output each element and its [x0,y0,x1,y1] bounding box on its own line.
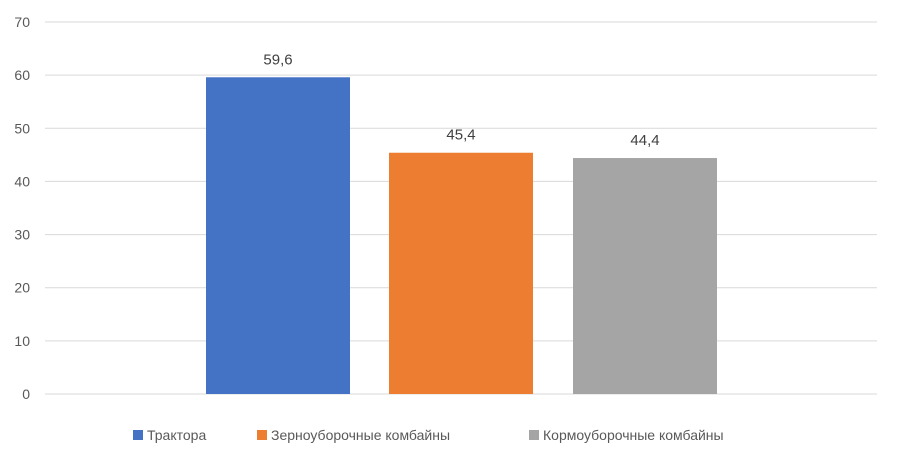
legend-label: Кормоуборочные комбайны [543,427,724,443]
legend-swatch [133,430,143,440]
y-tick-label: 70 [14,14,30,30]
bar-3 [573,158,717,394]
bar-1 [206,77,350,395]
legend: Трактора Зерноуборочные комбайны Кормоубор… [133,427,724,443]
bar-2 [389,152,533,394]
data-label: 45,4 [446,127,475,144]
y-axis: 0 10 20 30 40 50 60 70 [14,14,30,402]
legend-swatch [257,430,267,440]
data-label: 59,6 [263,51,292,68]
y-tick-label: 20 [14,280,30,296]
y-tick-label: 0 [22,386,30,402]
data-label: 44,4 [630,132,659,149]
y-tick-label: 30 [14,227,30,243]
y-tick-label: 10 [14,333,30,349]
legend-label: Трактора [147,427,206,443]
legend-swatch [529,430,539,440]
legend-label: Зерноуборочные комбайны [271,427,450,443]
y-tick-label: 40 [14,173,30,189]
y-tick-label: 50 [14,120,30,136]
bars [206,77,717,395]
data-labels: 59,6 45,4 44,4 [263,51,659,149]
y-tick-label: 60 [14,67,30,83]
